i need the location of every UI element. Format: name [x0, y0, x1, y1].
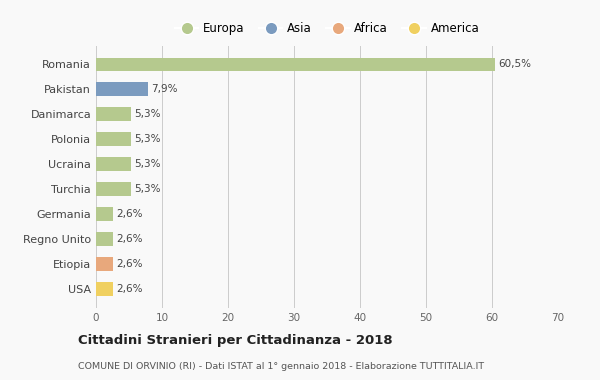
Text: 60,5%: 60,5% [499, 59, 532, 70]
Text: 5,3%: 5,3% [134, 159, 161, 169]
Bar [96, 108, 131, 121]
Text: 2,6%: 2,6% [116, 234, 143, 244]
Legend: Europa, Asia, Africa, America: Europa, Asia, Africa, America [170, 17, 484, 40]
Bar [96, 182, 131, 196]
Text: 5,3%: 5,3% [134, 184, 161, 194]
Text: 2,6%: 2,6% [116, 284, 143, 294]
Text: 2,6%: 2,6% [116, 259, 143, 269]
Text: Cittadini Stranieri per Cittadinanza - 2018: Cittadini Stranieri per Cittadinanza - 2… [78, 334, 392, 347]
Text: 2,6%: 2,6% [116, 209, 143, 219]
Text: 5,3%: 5,3% [134, 109, 161, 119]
Bar [96, 132, 131, 146]
Bar [96, 282, 113, 296]
Bar [96, 82, 148, 96]
Bar [96, 207, 113, 221]
Bar [96, 57, 496, 71]
Text: COMUNE DI ORVINIO (RI) - Dati ISTAT al 1° gennaio 2018 - Elaborazione TUTTITALIA: COMUNE DI ORVINIO (RI) - Dati ISTAT al 1… [78, 363, 484, 371]
Bar [96, 157, 131, 171]
Text: 5,3%: 5,3% [134, 134, 161, 144]
Bar [96, 232, 113, 246]
Text: 7,9%: 7,9% [151, 84, 178, 94]
Bar [96, 257, 113, 271]
